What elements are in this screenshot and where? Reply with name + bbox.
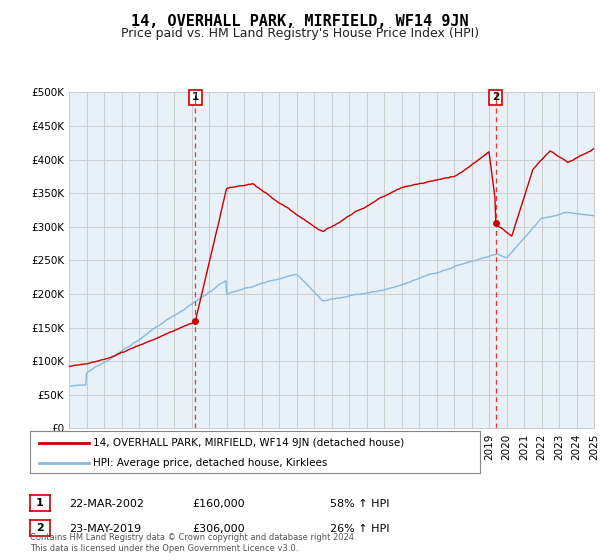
Text: £160,000: £160,000 bbox=[192, 499, 245, 509]
Text: 58% ↑ HPI: 58% ↑ HPI bbox=[330, 499, 389, 509]
Text: HPI: Average price, detached house, Kirklees: HPI: Average price, detached house, Kirk… bbox=[93, 458, 328, 468]
Text: Price paid vs. HM Land Registry's House Price Index (HPI): Price paid vs. HM Land Registry's House … bbox=[121, 27, 479, 40]
Text: 26% ↑ HPI: 26% ↑ HPI bbox=[330, 524, 389, 534]
Text: 1: 1 bbox=[192, 92, 199, 102]
Text: 14, OVERHALL PARK, MIRFIELD, WF14 9JN (detached house): 14, OVERHALL PARK, MIRFIELD, WF14 9JN (d… bbox=[93, 438, 404, 448]
Text: 1: 1 bbox=[36, 498, 44, 508]
Text: Contains HM Land Registry data © Crown copyright and database right 2024.
This d: Contains HM Land Registry data © Crown c… bbox=[30, 533, 356, 553]
Text: 2: 2 bbox=[492, 92, 499, 102]
Text: 2: 2 bbox=[36, 523, 44, 533]
Text: 23-MAY-2019: 23-MAY-2019 bbox=[69, 524, 141, 534]
Text: 22-MAR-2002: 22-MAR-2002 bbox=[69, 499, 144, 509]
Text: 14, OVERHALL PARK, MIRFIELD, WF14 9JN: 14, OVERHALL PARK, MIRFIELD, WF14 9JN bbox=[131, 14, 469, 29]
Text: £306,000: £306,000 bbox=[192, 524, 245, 534]
